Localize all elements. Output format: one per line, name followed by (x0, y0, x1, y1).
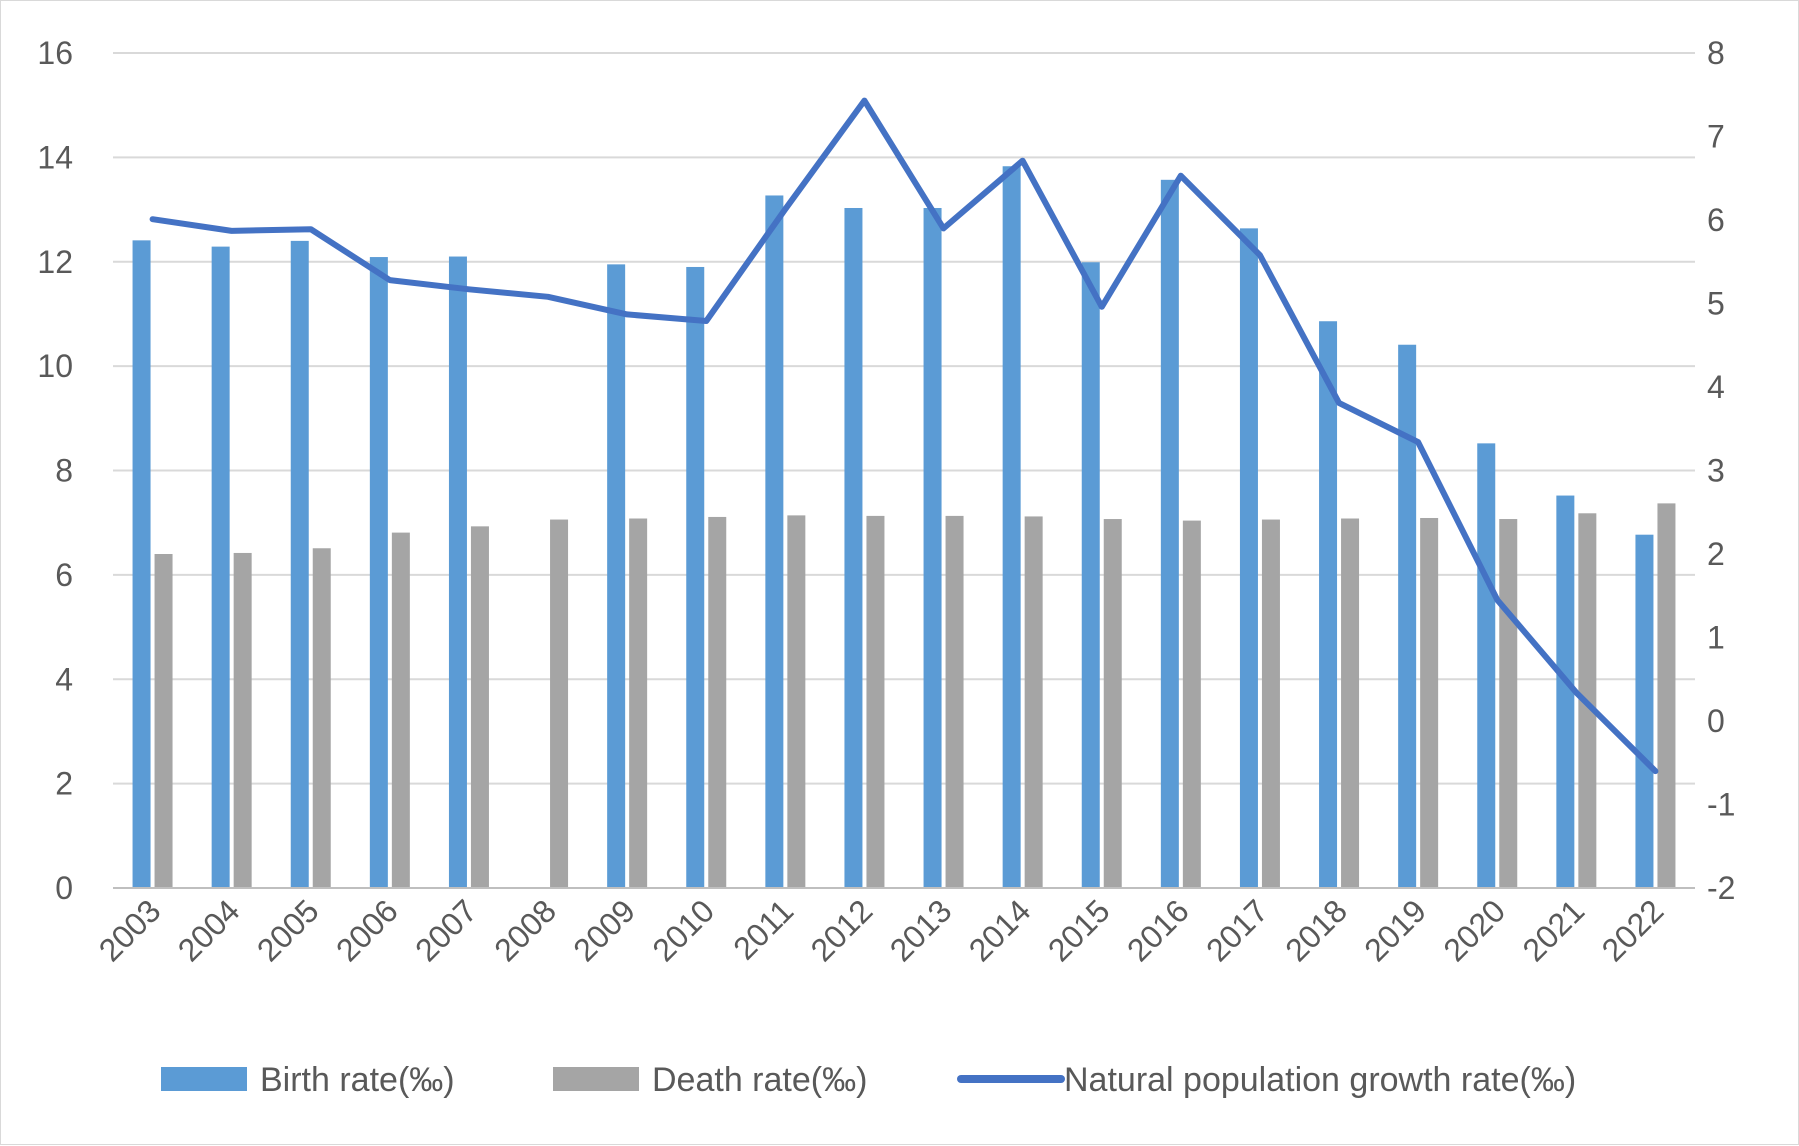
y-right-tick-label: 3 (1707, 453, 1725, 489)
birth-rate-bar (1239, 228, 1258, 889)
birth-rate-bar (448, 256, 467, 888)
death-rate-bar (312, 548, 331, 888)
birth-rate-bar (686, 266, 705, 888)
death-rate-bar (1024, 516, 1043, 888)
birth-rate-bar (1635, 534, 1654, 888)
x-tick-label: 2022 (1595, 892, 1671, 968)
birth-rate-bar (1319, 321, 1338, 888)
growth-line (149, 97, 1659, 775)
x-tick-label: 2007 (408, 892, 484, 968)
birth-rate-bar (607, 264, 626, 888)
birth-rate-bar (1477, 443, 1496, 888)
death-rate-bar (1657, 503, 1676, 888)
y-axis-right: -2 -1 0 1 2 3 4 5 6 7 8 (1707, 35, 1735, 906)
y-left-tick-label: 4 (55, 661, 73, 697)
birth-rate-bar (844, 207, 863, 888)
birth-rate-bar (765, 195, 784, 889)
x-tick-label: 2020 (1436, 892, 1512, 968)
birth-rate-bar (132, 240, 151, 888)
y-right-tick-label: 8 (1707, 35, 1725, 71)
x-tick-label: 2006 (329, 892, 405, 968)
x-tick-label: 2005 (250, 892, 326, 968)
death-rate-bar (470, 526, 489, 888)
death-rate-bar (1261, 519, 1280, 888)
y-right-tick-label: 5 (1707, 286, 1725, 322)
legend-birth-rate-swatch (161, 1067, 247, 1091)
birth-rate-bar (1556, 495, 1575, 888)
death-rate-bar (233, 552, 252, 888)
y-left-tick-label: 10 (37, 348, 73, 384)
birth-rate-bar (211, 246, 230, 889)
legend-birth-rate-label: Birth rate(‰) (260, 1061, 455, 1099)
x-tick-label: 2009 (566, 892, 642, 968)
y-left-tick-label: 14 (37, 139, 73, 175)
y-right-tick-label: 7 (1707, 119, 1725, 155)
y-right-tick-label: 0 (1707, 703, 1725, 739)
y-right-tick-label: 4 (1707, 369, 1725, 405)
y-left-tick-label: 2 (55, 766, 73, 802)
death-rate-bar (1182, 520, 1201, 888)
death-rate-bar (787, 515, 806, 888)
x-tick-label: 2004 (171, 892, 247, 968)
death-rate-bar (629, 518, 648, 888)
death-rate-bar (1499, 519, 1518, 888)
birth-rate-bar (1002, 166, 1021, 888)
death-rate-bar (945, 515, 964, 888)
x-tick-label: 2015 (1041, 892, 1117, 968)
y-right-tick-label: -1 (1707, 787, 1735, 823)
death-rate-bar (154, 554, 173, 888)
x-tick-label: 2014 (962, 892, 1038, 968)
legend: Birth rate(‰) Death rate(‰) Natural popula… (161, 1061, 1576, 1099)
death-rate-bar (866, 515, 885, 888)
birth-rate-bar (290, 240, 309, 888)
y-left-tick-label: 0 (55, 870, 73, 906)
bars (113, 166, 1695, 889)
death-rate-bar (708, 516, 727, 888)
birth-rate-bar (1398, 344, 1417, 888)
birth-rate-bar (369, 257, 388, 889)
y-right-tick-label: 2 (1707, 536, 1725, 572)
x-tick-label: 2008 (487, 892, 563, 968)
death-rate-bar (1341, 518, 1360, 888)
x-tick-label: 2016 (1120, 892, 1196, 968)
birth-rate-bar (1081, 262, 1100, 889)
x-tick-label: 2011 (726, 892, 800, 966)
gridlines (113, 52, 1695, 889)
x-tick-label: 2012 (804, 892, 880, 968)
x-tick-label: 2018 (1278, 892, 1354, 968)
y-axis-left: 0 2 4 6 8 10 12 14 16 (37, 35, 73, 906)
y-left-tick-label: 16 (37, 35, 73, 71)
legend-death-rate-label: Death rate(‰) (652, 1061, 867, 1099)
x-tick-label: 2017 (1199, 892, 1275, 968)
x-tick-label: 2013 (883, 892, 959, 968)
x-axis: 2003 2004 2005 2006 2007 2008 2009 2010 2011 2012… (92, 892, 1671, 968)
death-rate-bar (550, 519, 569, 888)
birth-rate-bar (923, 207, 942, 888)
death-rate-bar (1420, 517, 1439, 888)
y-left-tick-label: 6 (55, 557, 73, 593)
legend-death-rate-swatch (553, 1067, 639, 1091)
x-tick-label: 2019 (1357, 892, 1433, 968)
y-left-tick-label: 8 (55, 453, 73, 489)
y-left-tick-label: 12 (37, 244, 73, 280)
y-right-tick-label: 6 (1707, 202, 1725, 238)
growth-rate-line (149, 97, 1659, 775)
y-right-tick-label: 1 (1707, 620, 1725, 656)
x-tick-label: 2010 (645, 892, 721, 968)
y-right-tick-label: -2 (1707, 870, 1735, 906)
death-rate-bar (391, 532, 410, 888)
x-tick-label: 2003 (92, 892, 168, 968)
birth-rate-bar (1160, 179, 1179, 889)
x-tick-label: 2021 (1516, 892, 1592, 968)
legend-growth-rate-label: Natural population growth rate(‰) (1064, 1061, 1576, 1099)
death-rate-bar (1103, 519, 1122, 888)
